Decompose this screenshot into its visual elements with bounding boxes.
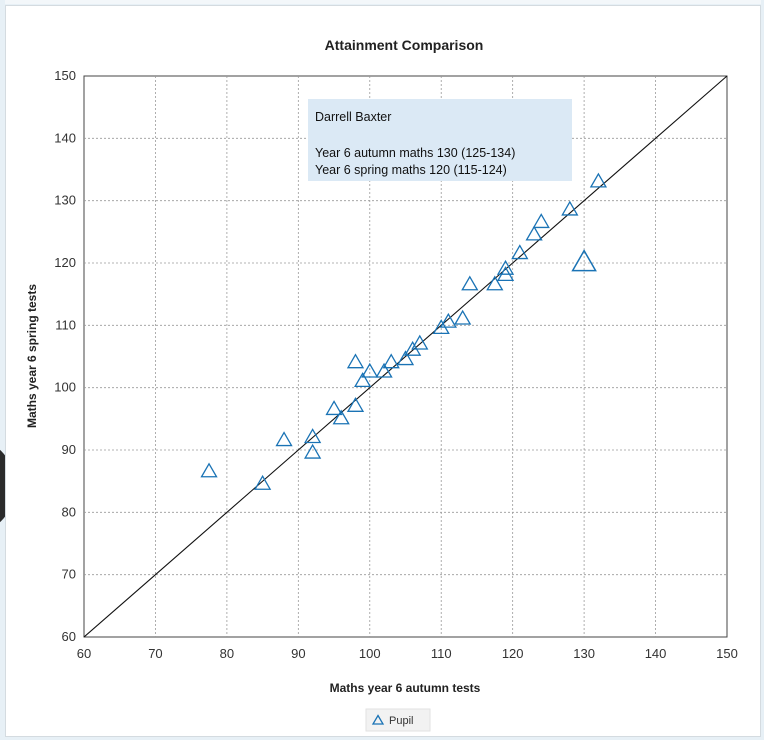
y-tick-label: 70: [62, 567, 76, 582]
legend-box: [365, 708, 431, 732]
y-tick-label: 60: [62, 629, 76, 644]
data-point-triangle[interactable]: [375, 362, 393, 378]
legend-label: Pupil: [389, 715, 413, 727]
data-point-triangle[interactable]: [454, 309, 472, 325]
x-tick-label: 120: [502, 646, 524, 661]
top-strip: [5, 0, 761, 4]
y-tick-labels: 60 70 80 90 100 110 120 130 140 150: [54, 68, 76, 644]
y-tick-label: 120: [54, 255, 76, 270]
legend[interactable]: Pupil: [365, 708, 431, 732]
y-tick-label: 150: [54, 68, 76, 83]
x-tick-label: 100: [359, 646, 381, 661]
data-point-triangle[interactable]: [303, 428, 322, 444]
highlighted-point-triangle[interactable]: [571, 249, 597, 272]
data-point-triangle[interactable]: [325, 400, 343, 416]
data-point-triangle[interactable]: [396, 350, 415, 366]
data-point-triangle[interactable]: [511, 244, 529, 260]
y-axis-label: Maths year 6 spring tests: [25, 284, 39, 428]
data-point-triangle[interactable]: [253, 474, 272, 490]
x-tick-label: 90: [291, 646, 305, 661]
tooltip-background: [308, 99, 572, 181]
tooltip: Darrell Baxter Year 6 autumn maths 130 (…: [308, 99, 572, 181]
tooltip-line-spring: Year 6 spring maths 120 (115-124): [315, 163, 507, 177]
data-point-triangle[interactable]: [411, 334, 429, 350]
x-tick-label: 110: [431, 646, 452, 661]
data-point-triangle[interactable]: [382, 353, 400, 369]
data-point-triangle[interactable]: [496, 259, 515, 275]
data-point-triangle[interactable]: [532, 213, 550, 229]
data-point-triangle[interactable]: [561, 200, 579, 216]
y-tick-label: 140: [54, 130, 76, 145]
x-tick-label: 140: [645, 646, 667, 661]
x-tick-label: 60: [77, 646, 91, 661]
x-tick-label: 150: [716, 646, 738, 661]
data-point-triangle[interactable]: [346, 353, 365, 369]
x-tick-label: 130: [573, 646, 595, 661]
x-axis-label: Maths year 6 autumn tests: [330, 681, 481, 695]
x-tick-labels: 60 70 80 90 100 110 120 130 140 150: [77, 646, 738, 661]
y-tick-label: 90: [62, 442, 76, 457]
y-tick-label: 80: [62, 504, 76, 519]
data-point-triangle[interactable]: [354, 372, 372, 388]
tooltip-line-autumn: Year 6 autumn maths 130 (125-134): [315, 146, 515, 160]
legend-triangle-icon: [371, 714, 385, 725]
x-tick-label: 70: [148, 646, 162, 661]
y-tick-label: 100: [54, 380, 76, 395]
data-point-triangle[interactable]: [332, 409, 350, 425]
data-point-triangle[interactable]: [303, 443, 322, 459]
tooltip-name: Darrell Baxter: [315, 110, 391, 124]
data-point-triangle[interactable]: [361, 362, 379, 378]
data-point-triangle[interactable]: [200, 462, 218, 478]
y-tick-label: 130: [54, 193, 76, 208]
data-point-triangle[interactable]: [439, 312, 457, 328]
data-point-triangle[interactable]: [589, 172, 608, 188]
data-point-triangle[interactable]: [275, 431, 293, 447]
data-point-triangle[interactable]: [346, 397, 365, 412]
data-point-triangle[interactable]: [486, 275, 504, 291]
reference-line: [83, 75, 728, 638]
data-point-triangle[interactable]: [461, 275, 479, 291]
y-tick-label: 110: [55, 317, 76, 332]
data-point-triangle[interactable]: [525, 225, 543, 241]
data-points: [200, 172, 608, 490]
x-tick-label: 80: [220, 646, 234, 661]
chart-title: Attainment Comparison: [325, 37, 484, 53]
